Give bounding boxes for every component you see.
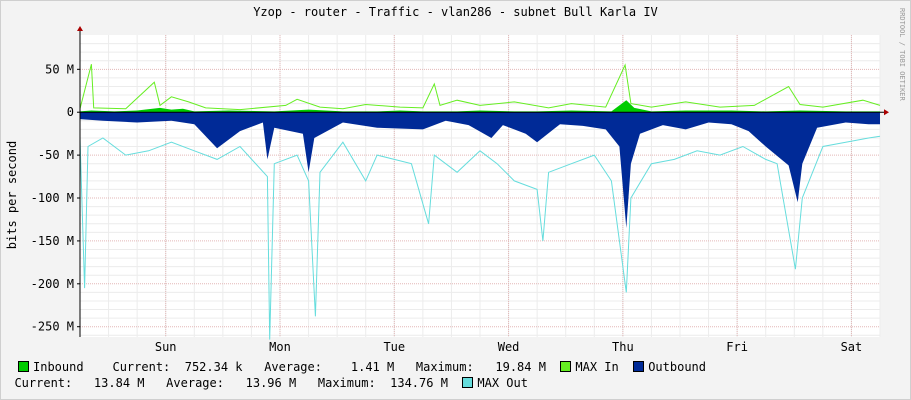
legend-text: Inbound Current: 752.34 k Average: 1.41 …: [33, 360, 561, 374]
legend-swatch: [462, 377, 474, 388]
x-tick-label: Fri: [726, 340, 748, 354]
legend-text: MAX Out: [477, 376, 528, 390]
series-inbound: [80, 100, 880, 113]
legend-line-2: Current: 13.84 M Average: 13.96 M Maximu…: [0, 376, 528, 390]
y-tick-label: -100 M: [31, 191, 74, 205]
y-tick-label: 0: [67, 105, 74, 119]
legend-text: Outbound: [648, 360, 706, 374]
x-tick-label: Sat: [841, 340, 863, 354]
series-outbound: [80, 112, 880, 228]
legend-swatch: [560, 361, 572, 372]
y-tick-label: -250 M: [31, 320, 74, 334]
series-max-in: [79, 63, 881, 111]
legend-text: MAX In: [575, 360, 634, 374]
x-tick-label: Sun: [155, 340, 177, 354]
y-tick-label: 50 M: [45, 62, 74, 76]
legend-line-1: Inbound Current: 752.34 k Average: 1.41 …: [18, 360, 706, 374]
x-tick-label: Thu: [612, 340, 634, 354]
legend-text: Current: 13.84 M Average: 13.96 M Maximu…: [0, 376, 463, 390]
x-tick-label: Wed: [498, 340, 520, 354]
y-tick-label: -50 M: [38, 148, 74, 162]
x-axis-arrow: [884, 109, 889, 116]
series-max-out: [79, 135, 881, 340]
chart-title: Yzop - router - Traffic - vlan286 - subn…: [253, 5, 658, 19]
legend-swatch: [633, 361, 645, 372]
legend-swatch: [18, 361, 29, 372]
y-tick-label: -150 M: [31, 234, 74, 248]
x-tick-label: Mon: [269, 340, 291, 354]
y-tick-label: -200 M: [31, 277, 74, 291]
x-tick-label: Tue: [383, 340, 405, 354]
y-axis-arrow: [77, 26, 83, 31]
